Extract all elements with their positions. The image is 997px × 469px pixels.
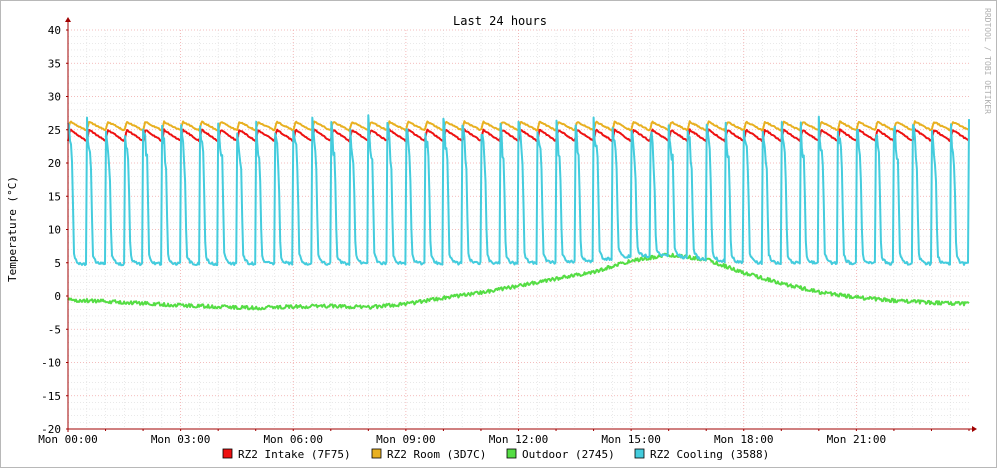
y-tick-label: 30 <box>48 91 61 104</box>
series-layer <box>67 114 970 311</box>
y-axis-arrow <box>65 17 71 22</box>
series-line <box>67 114 970 267</box>
x-tick-labels: Mon 00:00 Mon 03:00 Mon 06:00 Mon 09:00 Mon … <box>38 433 886 446</box>
legend-swatch <box>222 448 233 459</box>
y-tick-label: 5 <box>54 257 61 270</box>
x-tick-label: Mon 21:00 <box>827 433 887 446</box>
legend-label: Outdoor (2745) <box>522 448 615 461</box>
y-tick-label: -15 <box>41 390 61 403</box>
y-tick-labels: 40 35 30 25 20 15 10 5 0 -5 -10 -15 -20 <box>41 24 61 436</box>
legend-label: RZ2 Room (3D7C) <box>387 448 486 461</box>
legend-swatch <box>506 448 517 459</box>
legend-swatch <box>371 448 382 459</box>
y-tick-label: 25 <box>48 124 61 137</box>
chart-title: Last 24 hours <box>453 14 547 28</box>
axes <box>65 17 977 432</box>
y-tick-label: -20 <box>41 423 61 436</box>
y-tick-label: 10 <box>48 224 61 237</box>
legend-item: RZ2 Room (3D7C) <box>371 448 486 461</box>
rrdtool-watermark: RRDTOOL / TOBI OETIKER <box>983 8 992 114</box>
x-tick-label: Mon 15:00 <box>601 433 661 446</box>
y-tick-label: 0 <box>54 290 61 303</box>
y-axis-label: Temperature (°C) <box>6 176 19 282</box>
x-tick-label: Mon 03:00 <box>151 433 211 446</box>
x-tick-label: Mon 09:00 <box>376 433 436 446</box>
legend-item: RZ2 Cooling (3588) <box>634 448 769 461</box>
legend-swatch <box>634 448 645 459</box>
y-tick-label: -5 <box>48 323 61 336</box>
series-line <box>67 252 970 311</box>
legend-item: Outdoor (2745) <box>506 448 615 461</box>
legend: RZ2 Intake (7F75) RZ2 Room (3D7C) Outdoor … <box>222 448 769 461</box>
y-tick-label: 15 <box>48 190 61 203</box>
x-tick-label: Mon 18:00 <box>714 433 774 446</box>
y-tick-label: 20 <box>48 157 61 170</box>
x-axis-arrow <box>972 426 977 432</box>
x-tick-label: Mon 00:00 <box>38 433 98 446</box>
x-tick-label: Mon 12:00 <box>489 433 549 446</box>
y-tick-label: -10 <box>41 357 61 370</box>
legend-item: RZ2 Intake (7F75) <box>222 448 351 461</box>
legend-label: RZ2 Intake (7F75) <box>238 448 351 461</box>
y-tick-label: 35 <box>48 57 61 70</box>
x-tick-label: Mon 06:00 <box>263 433 323 446</box>
legend-label: RZ2 Cooling (3588) <box>650 448 769 461</box>
y-tick-label: 40 <box>48 24 61 37</box>
